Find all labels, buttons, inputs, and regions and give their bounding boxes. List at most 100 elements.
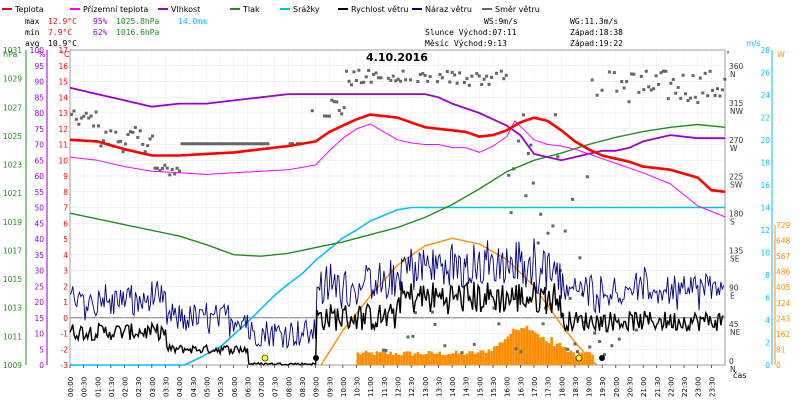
dir-point [180,142,184,146]
solar-bar [572,352,575,365]
dir-point [686,99,690,103]
dir-point [133,125,137,129]
dir-point [450,70,454,74]
dir-point [237,142,241,146]
tick-pct: 55 [34,188,44,197]
dir-point [310,109,314,113]
ground-temp-line [69,120,726,218]
tick-compass: S [730,218,735,227]
solar-bar [493,346,496,365]
tick-w: 567 [776,252,791,261]
tick-x: 07:30 [272,377,280,397]
dir-point [266,142,270,146]
solar-bar [449,353,452,365]
dir-point [389,78,393,82]
dir-point [421,72,425,76]
tick-pct: 65 [34,156,44,165]
dir-point [556,155,560,159]
tick-x: 16:30 [517,377,525,397]
tick-x: 08:30 [299,377,307,397]
solar-bar [400,354,403,365]
dir-point [109,129,113,133]
tick-temp: 8 [63,188,68,197]
tick-hpa: 1031 [3,46,22,55]
dir-point [354,79,358,83]
tick-ms: 16 [760,181,770,190]
dir-point [185,142,189,146]
dir-point [575,350,579,354]
astro-block: WS:9m/s WG:11.3m/s Slunce Východ:07:11 Z… [425,17,623,48]
dir-point [160,166,164,170]
solar-radiation-curve [320,237,598,366]
solar-bar [484,352,488,365]
dir-point [507,173,511,177]
tick-pct: 15 [34,314,44,323]
dir-point [664,69,668,73]
solar-bar [574,355,578,365]
dir-point [458,71,462,75]
dir-point [487,82,491,86]
solar-bar [465,353,469,365]
axis-label-w: W [777,50,785,59]
dir-point [121,150,125,154]
dir-point [657,82,661,86]
dir-point [178,169,182,173]
tick-compass: NW [730,107,744,116]
axis-label-dir: ° [726,50,730,59]
solar-bars [356,325,594,365]
stat-min-press: 1016.6hPa [116,28,160,37]
tick-hpa: 1023 [3,161,22,170]
solar-bar [525,325,529,365]
dir-point [428,75,432,79]
axis-label-ms: m/s [746,39,761,48]
axes: hPa% °C1009101110131015101710191021102310… [3,39,791,397]
solar-bar [561,346,564,365]
dir-point [232,142,236,146]
dir-point [330,98,334,102]
solar-bar [430,351,433,365]
dir-point [116,140,120,144]
solar-bar [405,351,409,365]
dir-point [246,142,250,146]
solar-bar [463,354,466,365]
temperature-line [69,113,726,194]
tick-pct: 60 [34,172,44,181]
solar-bar [531,330,534,365]
dir-point [396,77,400,81]
dir-point [97,124,101,128]
dir-point [148,137,152,141]
event-markers [261,354,605,362]
legend-label: Náraz větru [425,5,472,14]
dir-point [541,322,545,326]
dir-point [681,73,685,77]
solar-bar [550,336,553,365]
dir-point [119,139,123,143]
solar-bar [523,328,526,365]
dir-point [411,334,415,338]
chart-title: 4.10.2016 [366,51,428,64]
tick-x: 19:30 [599,377,607,397]
solar-bar [495,345,499,365]
dir-point [340,112,344,116]
tick-temp: 7 [63,204,68,213]
axis-label-temp: °C [60,50,70,59]
dir-point [345,69,349,73]
tick-x: 05:30 [217,377,225,397]
dir-point [477,74,481,78]
solar-bar [432,353,436,365]
tick-ms: 6 [765,294,770,303]
dir-point [531,181,535,185]
dir-point [713,93,717,97]
tick-dir: 180 [729,210,744,219]
tick-temp: 17 [58,46,68,55]
dir-point [445,69,449,73]
tick-dir: 45 [729,320,739,329]
dir-point [205,142,209,146]
dir-point [256,142,260,146]
dir-point [627,100,631,104]
solar-bar [482,350,485,365]
tick-hpa: 1029 [3,75,22,84]
tick-w: 486 [776,268,791,277]
dir-point [615,89,619,93]
dir-point [261,142,265,146]
